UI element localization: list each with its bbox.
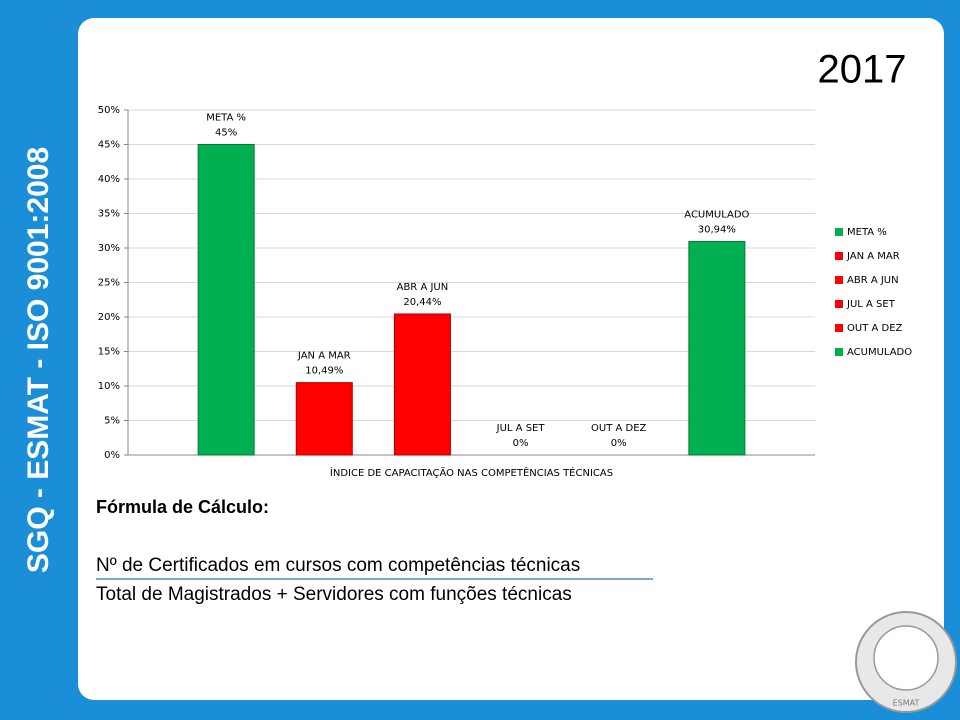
y-tick-label: 50% [98,105,120,116]
y-tick-label: 15% [98,347,120,358]
logo-center [873,625,939,691]
data-label-value: 30,94% [698,225,736,236]
data-label-value: 45% [215,128,237,139]
data-label-value: 0% [611,438,627,449]
y-tick-label: 0% [104,450,120,461]
y-tick-label: 10% [98,381,120,392]
legend-label: JAN A MAR [846,251,900,262]
legend-label: JUL A SET [846,299,896,310]
y-tick-label: 45% [98,140,120,151]
data-label-name: ABR A JUN [397,282,449,293]
y-tick-label: 5% [104,416,120,427]
legend-swatch [835,300,843,308]
legend-label: OUT A DEZ [847,323,903,334]
formula-numerator: Nº de Certificados em cursos com competê… [96,555,580,576]
logo-text: ESMAT [893,699,920,708]
y-tick-label: 35% [98,209,120,220]
data-label-name: OUT A DEZ [591,423,647,434]
legend-label: META % [847,227,887,238]
legend-swatch [835,324,843,332]
bar [393,313,451,456]
data-label-value: 20,44% [403,297,441,308]
sidebar-title: SGQ - ESMAT - ISO 9001:2008 [22,147,55,573]
y-tick-label: 20% [98,312,120,323]
y-tick-label: 40% [98,174,120,185]
legend-label: ABR A JUN [847,275,899,286]
bar [295,382,353,456]
legend-swatch [835,252,843,260]
data-label-value: 10,49% [305,366,343,377]
data-label-value: 0% [513,438,529,449]
formula-title: Fórmula de Cálculo: [96,497,269,517]
data-label-name: JUL A SET [496,423,546,434]
y-tick-label: 25% [98,278,120,289]
legend-swatch [835,348,843,356]
legend-swatch [835,228,843,236]
data-label-name: ACUMULADO [684,210,749,221]
data-label-name: JAN A MAR [297,351,351,362]
data-label-name: META % [206,113,246,124]
x-axis-label: ÍNDICE DE CAPACITAÇÃO NAS COMPETÊNCIAS T… [330,466,613,479]
legend-swatch [835,276,843,284]
y-tick-label: 30% [98,243,120,254]
legend-label: ACUMULADO [847,347,912,358]
bar [197,144,255,456]
formula-denominator: Total de Magistrados + Servidores com fu… [96,584,572,605]
panel [78,18,944,700]
year: 2017 [818,48,907,92]
bar [688,241,746,456]
logo: ESMAT [855,611,957,713]
